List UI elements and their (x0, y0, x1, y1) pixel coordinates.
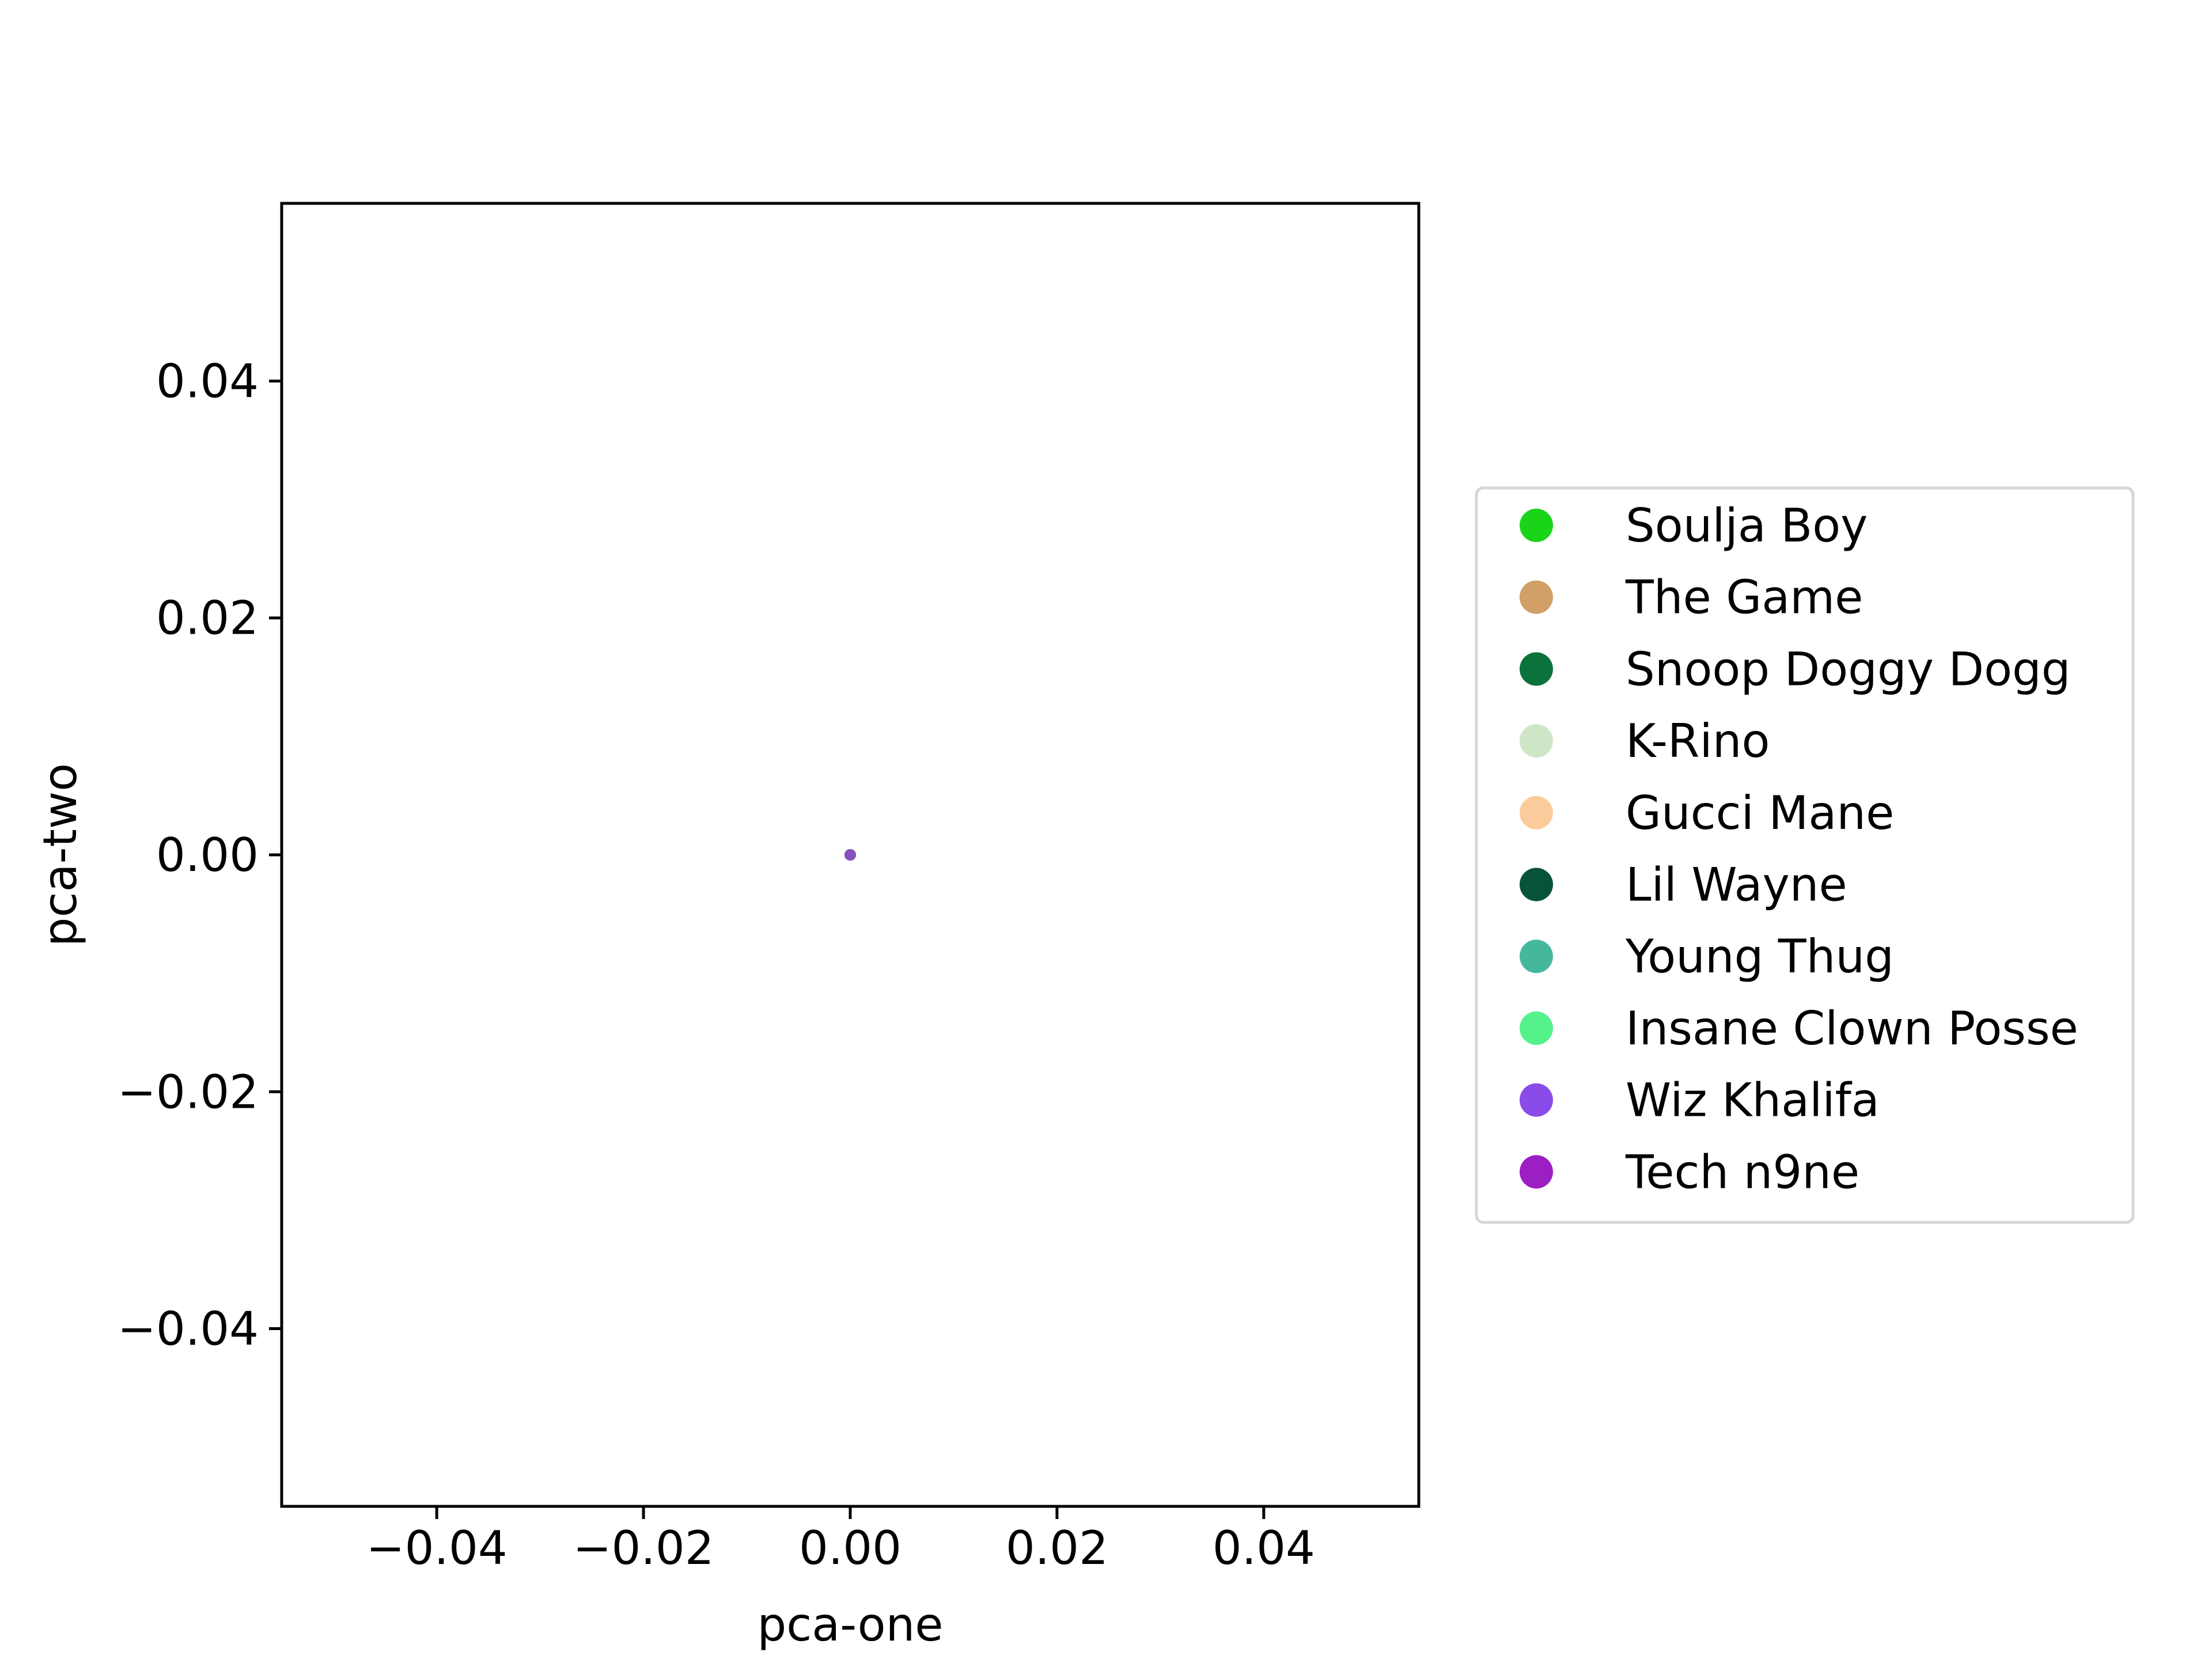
x-tick-label: 0.04 (1213, 1521, 1315, 1575)
y-axis-ticks: −0.04 −0.02 0.00 0.02 0.04 (118, 354, 282, 1356)
y-tick-label: 0.02 (156, 592, 259, 645)
x-tick-label: 0.00 (799, 1521, 902, 1575)
legend-frame (1475, 486, 2135, 1224)
legend-marker (1520, 509, 1553, 542)
y-tick-label: 0.04 (156, 354, 259, 408)
x-tick-label: 0.02 (1006, 1521, 1108, 1575)
legend-label: Soulja Boy (1626, 499, 1868, 552)
x-axis-ticks: −0.04 −0.02 0.00 0.02 0.04 (366, 1506, 1315, 1575)
y-axis-label: pca-two (33, 763, 87, 946)
legend-label: The Game (1625, 571, 1863, 624)
y-tick-label: −0.02 (118, 1065, 259, 1119)
legend-label: Tech n9ne (1625, 1145, 1859, 1199)
legend: Soulja Boy The Game Snoop Doggy Dogg K-Rino… (1475, 486, 2135, 1224)
legend-marker (1520, 652, 1553, 686)
y-tick-label: −0.04 (118, 1302, 259, 1356)
legend-label: Wiz Khalifa (1626, 1074, 1880, 1127)
legend-marker (1520, 1155, 1553, 1189)
legend-label: Young Thug (1625, 930, 1894, 983)
points-layer (844, 849, 856, 861)
legend-label: K-Rino (1626, 714, 1770, 768)
legend-marker (1520, 724, 1553, 758)
legend-marker (1520, 796, 1553, 830)
data-point (844, 849, 856, 861)
legend-items: Soulja Boy The Game Snoop Doggy Dogg K-Rino… (1520, 499, 2078, 1199)
legend-marker (1520, 1083, 1553, 1117)
legend-marker (1520, 940, 1553, 974)
legend-label: Snoop Doggy Dogg (1626, 642, 2071, 696)
legend-label: Gucci Mane (1626, 786, 1894, 840)
legend-label: Insane Clown Posse (1626, 1002, 2078, 1055)
legend-marker (1520, 580, 1553, 614)
x-axis-label: pca-one (757, 1598, 943, 1652)
x-tick-label: −0.04 (366, 1521, 507, 1575)
y-tick-label: 0.00 (156, 828, 259, 882)
legend-marker (1520, 868, 1553, 902)
x-tick-label: −0.02 (573, 1521, 714, 1575)
legend-label: Lil Wayne (1626, 858, 1847, 912)
legend-marker (1520, 1011, 1553, 1045)
